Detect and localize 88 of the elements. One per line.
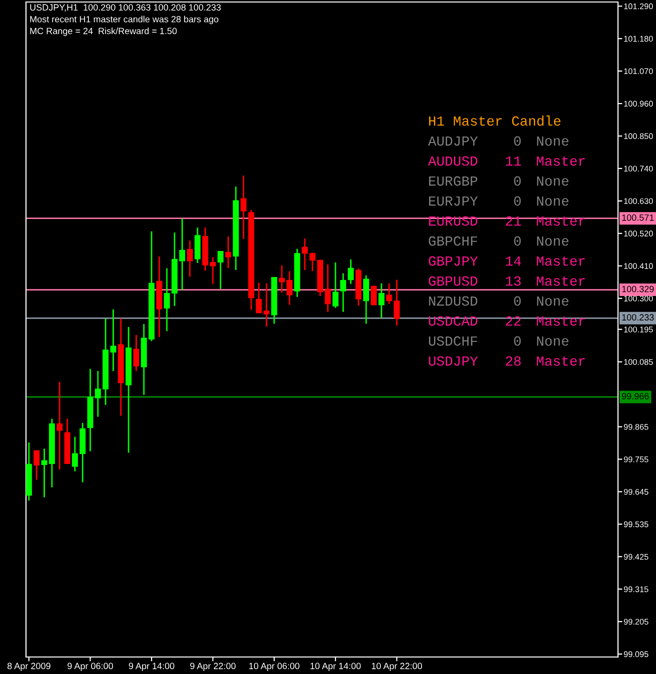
x-tick-label: 10 Apr 22:00 — [372, 662, 422, 671]
text: 0 — [514, 236, 521, 246]
annotation: None — [537, 336, 568, 346]
x-tick-label: 8 Apr 2009 — [7, 662, 50, 671]
y-tick-label: 100.960 — [624, 100, 653, 107]
x-tick-label: 10 Apr 14:00 — [310, 662, 361, 671]
annotation: None — [537, 296, 568, 306]
y-tick-label: 99.645 — [624, 488, 648, 495]
annotation: Master — [536, 256, 585, 266]
y-tick-label: 100.740 — [624, 166, 653, 172]
text: 0 — [514, 176, 521, 186]
candlestick — [34, 450, 40, 480]
annotation: None — [537, 196, 568, 206]
x-tick-label: 9 Apr 14:00 — [128, 662, 174, 671]
y-tick-label: 101.070 — [624, 68, 653, 74]
annotation: Master — [536, 156, 585, 166]
candlestick — [378, 282, 384, 319]
y-tick-label: 99.755 — [624, 456, 648, 462]
candlestick — [218, 251, 224, 290]
category-label: GBPJPY — [428, 256, 478, 266]
text: 0 — [514, 196, 521, 206]
candlestick — [340, 272, 346, 313]
category-label: EURUSD — [429, 216, 478, 226]
annotation: None — [537, 176, 568, 186]
y-tick-label: 100.195 — [624, 326, 653, 332]
candlestick — [386, 282, 392, 305]
text: 22 — [506, 316, 521, 326]
category-label: USDJPY — [428, 356, 478, 366]
category-label: GBPCHF — [428, 236, 478, 246]
candlestick — [210, 256, 216, 285]
candlestick — [225, 236, 232, 269]
annotation: Master — [536, 316, 585, 326]
annotation: Master — [536, 356, 585, 366]
text: 14 — [506, 256, 521, 266]
candlestick — [56, 381, 63, 470]
candlestick — [363, 274, 370, 324]
category-label: USDCHF — [428, 336, 478, 346]
y-tick-label: 99.315 — [624, 586, 648, 592]
y-tick-label: 101.290 — [624, 3, 653, 10]
category-label: AUDUSD — [428, 156, 478, 166]
text: 11 — [506, 156, 521, 166]
annotation: None — [537, 236, 568, 246]
text: 0 — [514, 336, 521, 346]
text: 0 — [514, 136, 521, 146]
y-tick-label: 99.425 — [624, 554, 648, 560]
candlestick — [394, 279, 400, 326]
candlestick — [332, 262, 338, 308]
y-tick-label: 101.180 — [624, 36, 653, 42]
candlestick — [324, 264, 331, 313]
candlestick — [194, 226, 201, 264]
candlestick — [240, 174, 247, 240]
category-label: AUDJPY — [428, 136, 478, 146]
category-label: GBPUSD — [428, 276, 478, 286]
y-tick-label: 99.535 — [624, 521, 648, 528]
text: 28 — [506, 356, 521, 366]
annotation: MC Range = 24 Risk/Reward = 1.50 — [30, 28, 177, 36]
y-tick-label: 99.095 — [624, 651, 648, 658]
y-tick-label: 100.630 — [624, 198, 653, 204]
y-tick-label: 100.085 — [624, 359, 653, 365]
candlestick — [133, 334, 140, 372]
category-label: EURJPY — [429, 196, 478, 206]
x-tick-label: 9 Apr 06:00 — [68, 662, 113, 671]
candlestick — [186, 240, 193, 278]
ref-line-label: 100.329 — [622, 286, 654, 292]
annotation: Master — [536, 276, 585, 286]
ref-line-label: 100.571 — [622, 214, 654, 221]
chart-title: USDJPY,H1 100.290 100.363 100.208 100.233 — [30, 4, 221, 12]
y-tick-label: 99.205 — [624, 618, 648, 625]
candlestick — [348, 258, 354, 285]
y-tick-label: 100.410 — [624, 263, 653, 269]
category-label: EURGBP — [429, 176, 478, 186]
ref-line-label: 100.233 — [622, 314, 654, 321]
text: 0 — [514, 296, 521, 306]
category-label: NZDUSD — [429, 296, 478, 306]
annotation: Most recent H1 master candle was 28 bars ago — [30, 16, 218, 24]
text: 21 — [506, 216, 521, 226]
x-tick-label: 9 Apr 22:00 — [190, 662, 236, 671]
x-tick-label: 10 Apr 06:00 — [249, 662, 300, 671]
text: H1 Master Candle — [429, 116, 560, 126]
annotation: None — [537, 136, 568, 146]
y-tick-label: 99.865 — [624, 424, 648, 430]
candlestick — [370, 284, 377, 306]
category-label: USDCAD — [428, 316, 478, 326]
text: 13 — [506, 276, 521, 286]
y-tick-label: 100.520 — [624, 230, 653, 236]
y-tick-label: 100.850 — [624, 133, 653, 140]
ref-line-label: 99.966 — [622, 392, 649, 400]
annotation: Master — [536, 216, 585, 226]
